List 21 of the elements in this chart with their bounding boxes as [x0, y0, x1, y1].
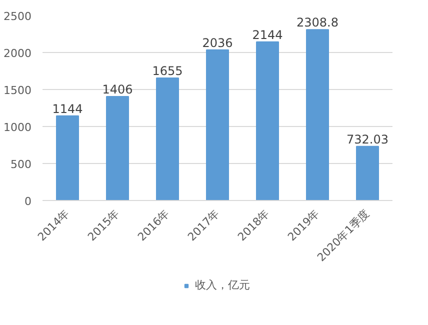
y-tick-label: 2000 [4, 47, 32, 60]
y-tick-label: 500 [10, 158, 32, 171]
bar [256, 41, 279, 200]
bar [156, 78, 179, 200]
data-label: 1655 [152, 64, 183, 78]
bar [56, 115, 79, 200]
data-label: 2036 [202, 36, 233, 50]
legend-label: 收入，亿元 [195, 278, 250, 292]
y-tick-label: 0 [24, 195, 32, 208]
data-label: 2308.8 [296, 16, 339, 30]
bar [356, 146, 379, 200]
data-label: 2144 [252, 28, 283, 42]
bar [306, 29, 329, 200]
data-label: 1406 [102, 82, 133, 96]
y-tick-label: 2500 [4, 10, 32, 23]
bar [206, 49, 229, 200]
data-label: 732.03 [346, 132, 389, 146]
y-tick-label: 1500 [4, 84, 32, 97]
data-label: 1144 [52, 102, 83, 116]
bar [106, 96, 129, 200]
y-tick-label: 1000 [4, 121, 32, 134]
